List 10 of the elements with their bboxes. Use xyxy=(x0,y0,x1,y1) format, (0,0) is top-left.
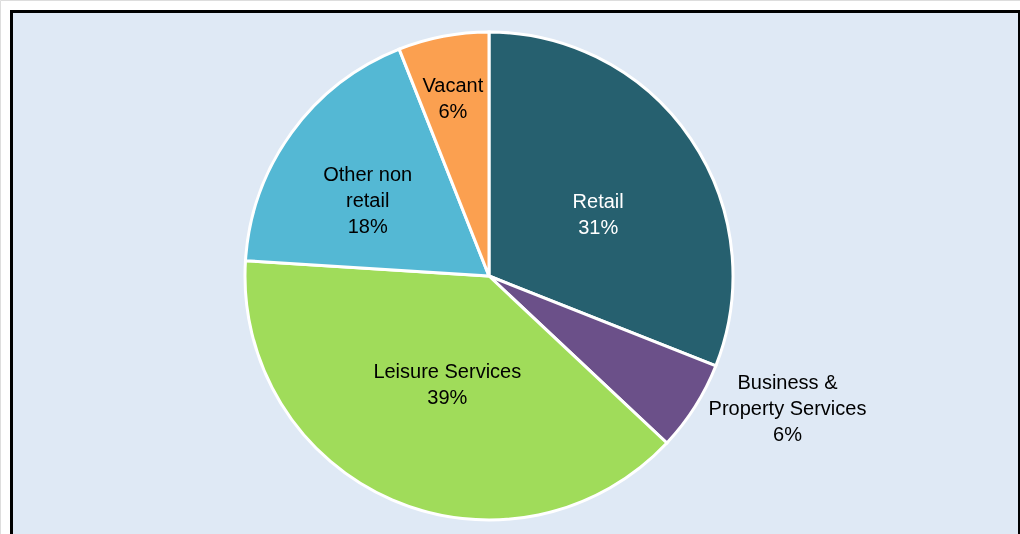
slice-label: Retail xyxy=(572,189,624,212)
data-label: 6% xyxy=(773,423,803,446)
slice-label: Other non retail xyxy=(323,162,413,211)
slice-label: Leisure Services xyxy=(373,360,522,383)
slice-label: Business & Property Services xyxy=(708,371,867,420)
data-label: 31% xyxy=(578,215,619,238)
data-label: 39% xyxy=(427,386,468,409)
slice-label: Vacant xyxy=(422,74,484,97)
data-label: 6% xyxy=(438,100,468,123)
data-label: 18% xyxy=(347,214,388,237)
